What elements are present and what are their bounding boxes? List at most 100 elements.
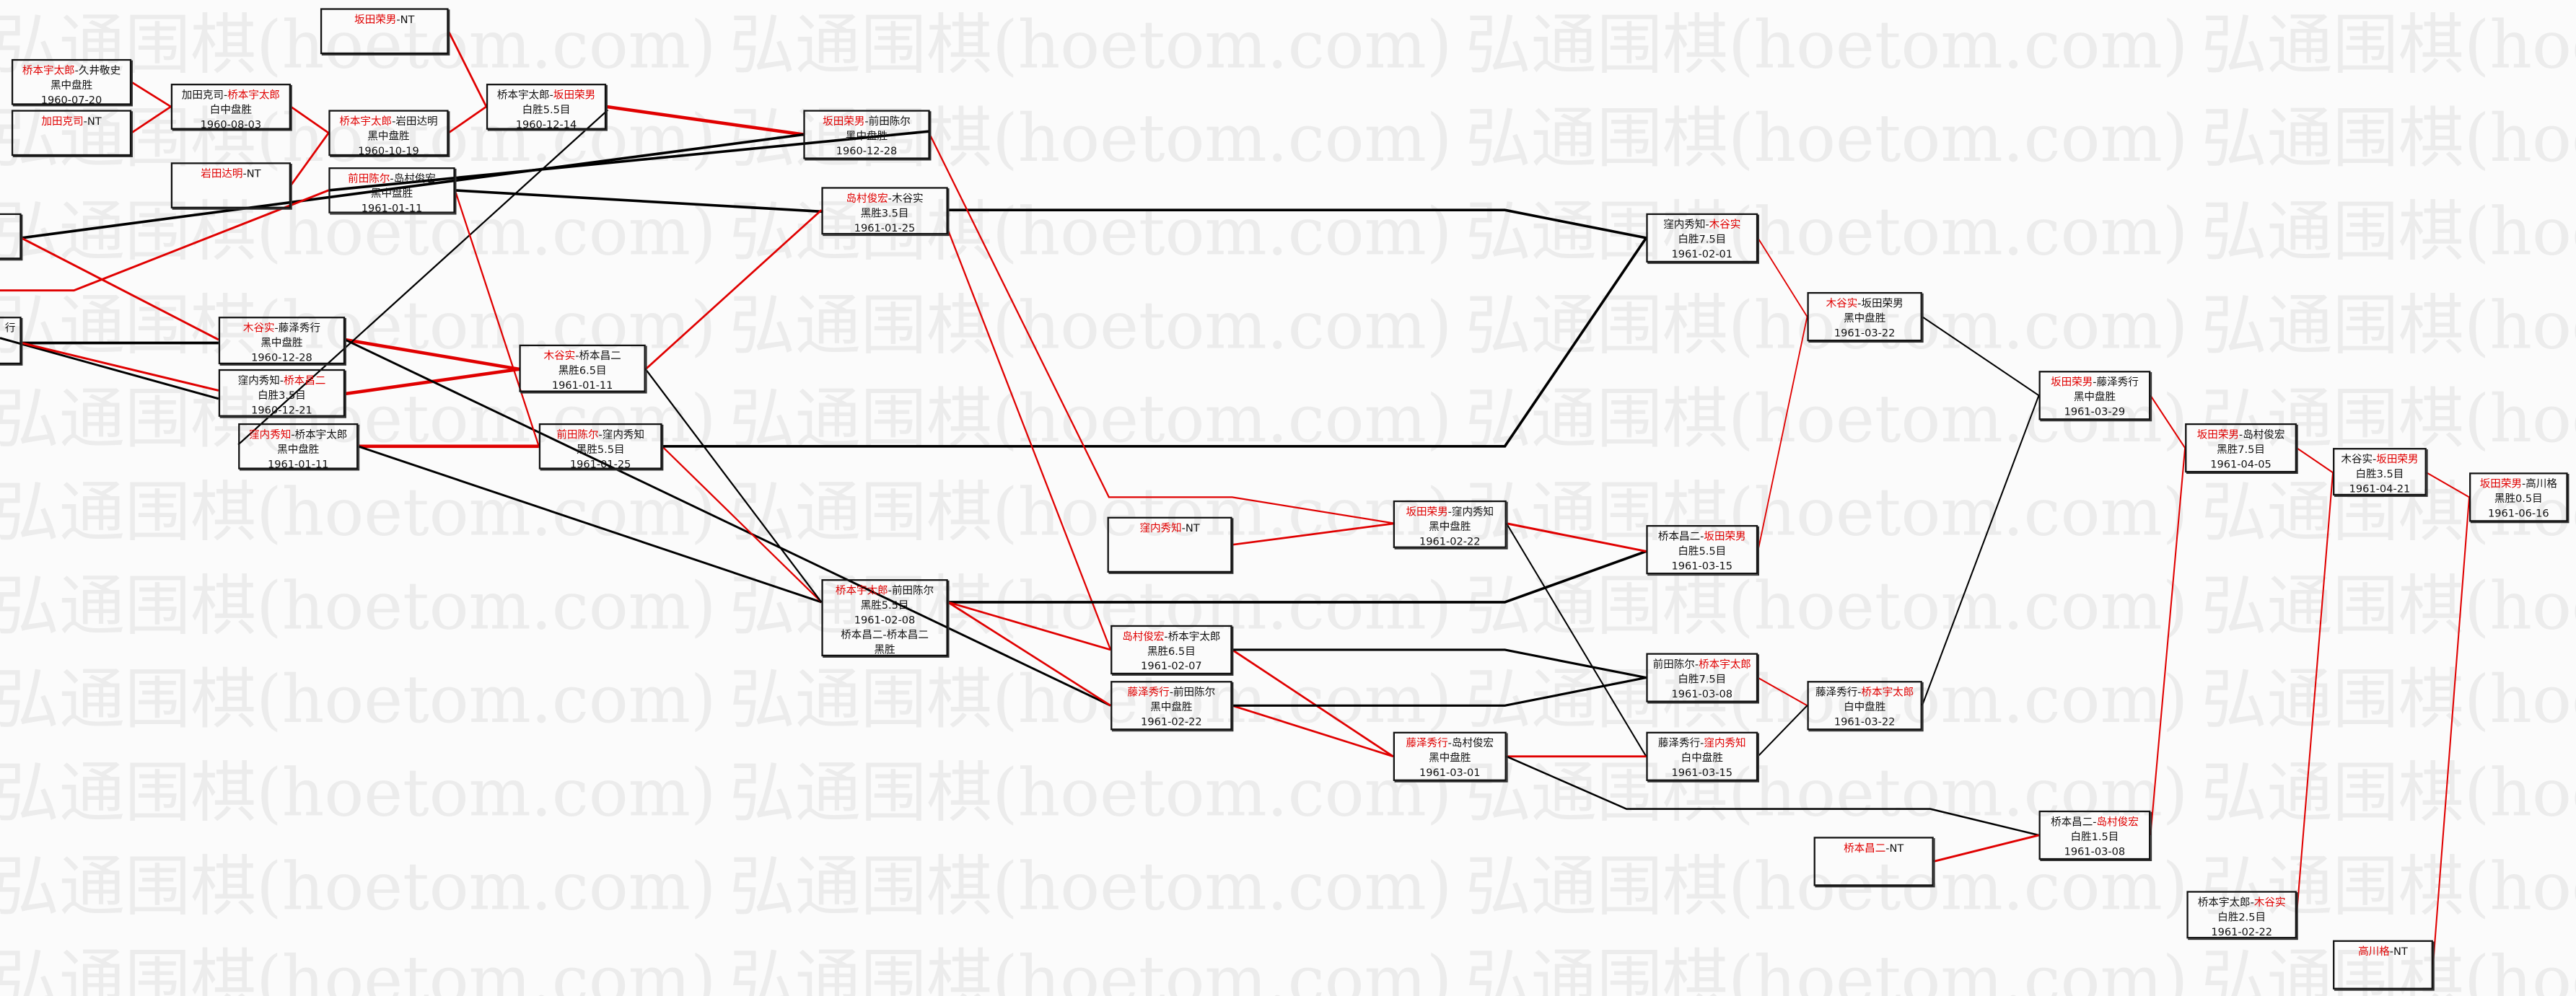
match-box[interactable]: 行 xyxy=(0,317,22,365)
match-info: 桥本宇太郎岩田达明黑中盘胜1960-10-19 xyxy=(330,115,447,159)
match-date: 1960-12-21 xyxy=(251,403,312,417)
player-name: 窪内秀知 xyxy=(1139,521,1199,534)
black-player: 木谷实 xyxy=(2341,452,2373,467)
match-box[interactable]: 桥本宇太郎久井敬史黑中盘胜1960-07-20 xyxy=(11,58,132,107)
watermark-row: 弘通围棋(hoetom.com) 弘通围棋(hoetom.com) 弘通围棋(hoe… xyxy=(0,0,2576,94)
match-box[interactable]: 加田克司桥本宇太郎白中盘胜1960-08-03 xyxy=(170,84,291,131)
player-name: 坂田荣男 xyxy=(354,13,414,26)
loser-link xyxy=(1757,705,1808,757)
white-player: 桥本宇太郎 xyxy=(1857,686,1914,699)
watermark-text: 弘通围棋(hoetom.com) xyxy=(1465,756,2189,832)
player-name: 岩田达明 xyxy=(201,167,260,180)
black-player: 窪内秀知 xyxy=(249,428,292,442)
match-date: 1960-12-28 xyxy=(836,144,898,158)
players-line: 藤泽秀行桥本宇太郎 xyxy=(1809,686,1921,700)
match-result: 黑中盘胜 xyxy=(50,79,93,92)
match-box[interactable]: 前田陈尔岛村俊宏黑中盘胜1961-01-11 xyxy=(328,167,455,215)
match-result: 白胜7.5目 xyxy=(1678,233,1727,247)
watermark-row: 弘通围棋(hoetom.com) 弘通围棋(hoetom.com) 弘通围棋(hoe… xyxy=(0,281,2576,374)
match-result: 白中盘胜 xyxy=(209,103,252,117)
match-box[interactable]: 藤泽秀行窪内秀知白中盘胜1961-03-15 xyxy=(1646,731,1758,781)
match-date: 1961-03-22 xyxy=(1834,326,1896,340)
players-line: 桥本宇太郎久井敬史 xyxy=(13,64,130,79)
black-player: 窪内秀知 xyxy=(1663,218,1706,232)
white-player: 桥本昌二 xyxy=(575,350,621,363)
winner-link xyxy=(1232,522,1396,546)
loser-link xyxy=(0,337,219,400)
loser-link xyxy=(644,369,823,603)
match-box[interactable]: 木谷实藤泽秀行黑中盘胜1960-12-28 xyxy=(218,317,346,365)
match-box[interactable]: 藤泽秀行前田陈尔黑中盘胜1961-02-22 xyxy=(1110,681,1232,731)
white-player: 前田陈尔 xyxy=(888,584,934,597)
match-box[interactable]: 坂田荣男窪内秀知黑中盘胜1961-02-22 xyxy=(1393,500,1507,548)
winner-link xyxy=(947,229,1112,651)
match-box[interactable]: 窪内秀知桥本宇太郎黑中盘胜1961-01-11 xyxy=(238,423,359,471)
black-player: 坂田荣男 xyxy=(2479,477,2522,491)
match-box[interactable]: 藤泽秀行岛村俊宏黑中盘胜1961-03-01 xyxy=(1393,731,1507,781)
match-result: 黑中盘胜 xyxy=(367,129,410,143)
winner-link xyxy=(2150,448,2186,836)
winner-link xyxy=(1933,834,2039,863)
match-date: 1960-12-28 xyxy=(251,351,312,365)
players-line: 桥本宇太郎木谷实 xyxy=(2189,896,2295,910)
winner-link xyxy=(289,132,330,186)
match-box[interactable]: 坂田荣男 xyxy=(320,8,449,55)
watermark-text: 弘通围棋(hoetom.com) xyxy=(2201,475,2576,552)
match-result: 黑胜5.5目 xyxy=(576,443,625,457)
match-box[interactable]: 加田克司 xyxy=(11,110,132,157)
players-line: 加田克司 xyxy=(13,115,130,129)
match-box[interactable]: 窪内秀知 xyxy=(1107,516,1232,573)
black-player: 岛村俊宏 xyxy=(1122,630,1165,643)
player-name: 桥本昌二 xyxy=(1844,842,1903,855)
player-name: 加田克司 xyxy=(41,115,101,128)
black-player: 坂田荣男 xyxy=(1406,505,1448,519)
match-date: 1960-10-19 xyxy=(358,144,419,158)
match-box[interactable]: 桥本宇太郎岩田达明黑中盘胜1960-10-19 xyxy=(328,110,449,159)
match-box[interactable]: 坂田荣男藤泽秀行黑中盘胜1961-03-29 xyxy=(2038,371,2151,420)
match-box[interactable]: 坂田荣男前田陈尔黑中盘胜1960-12-28 xyxy=(803,110,930,159)
black-player: 桥本昌二 xyxy=(841,628,883,642)
match-box[interactable]: 木谷实坂田荣男黑中盘胜1961-03-22 xyxy=(1807,291,1922,342)
match-box[interactable]: 岩田达明 xyxy=(170,162,291,208)
black-player: 桥本宇太郎 xyxy=(2197,896,2251,909)
watermark-row: 弘通围棋(hoetom.com) 弘通围棋(hoetom.com) 弘通围棋(hoe… xyxy=(0,655,2576,749)
winner-link xyxy=(947,601,1111,707)
watermark-row: 弘通围棋(hoetom.com) 弘通围棋(hoetom.com) 弘通围棋(hoe… xyxy=(0,467,2576,561)
white-player: 桥本宇太郎 xyxy=(1695,658,1751,671)
match-box[interactable] xyxy=(0,213,22,260)
winner-link xyxy=(2426,472,2470,498)
winner-link xyxy=(447,30,488,107)
match-box[interactable]: 桥本昌二 xyxy=(1813,837,1934,886)
match-box[interactable]: 高川格 xyxy=(2333,940,2433,990)
player-name: 行 xyxy=(4,321,16,335)
players-line: 藤泽秀行岛村俊宏 xyxy=(1395,737,1505,752)
watermark-row: 弘通围棋(hoetom.com) 弘通围棋(hoetom.com) 弘通围棋(hoe… xyxy=(0,935,2576,996)
players-line: 木谷实藤泽秀行 xyxy=(220,322,343,336)
black-player: 桥本宇太郎 xyxy=(22,63,75,77)
match-result: 白胜5.5目 xyxy=(522,103,571,117)
players-line: 木谷实桥本昌二 xyxy=(521,350,644,364)
match-box[interactable]: 藤泽秀行桥本宇太郎白中盘胜1961-03-22 xyxy=(1807,681,1922,731)
match-result: 白胜5.5目 xyxy=(1678,545,1727,558)
watermark-text: 弘通围棋(hoetom.com) xyxy=(1465,569,2189,645)
match-result: 黑中盘胜 xyxy=(2073,390,2116,404)
match-date: 1960-07-20 xyxy=(40,93,102,107)
match-result: 黑胜7.5目 xyxy=(2217,443,2265,457)
players-line: 木谷实坂田荣男 xyxy=(2334,453,2424,467)
